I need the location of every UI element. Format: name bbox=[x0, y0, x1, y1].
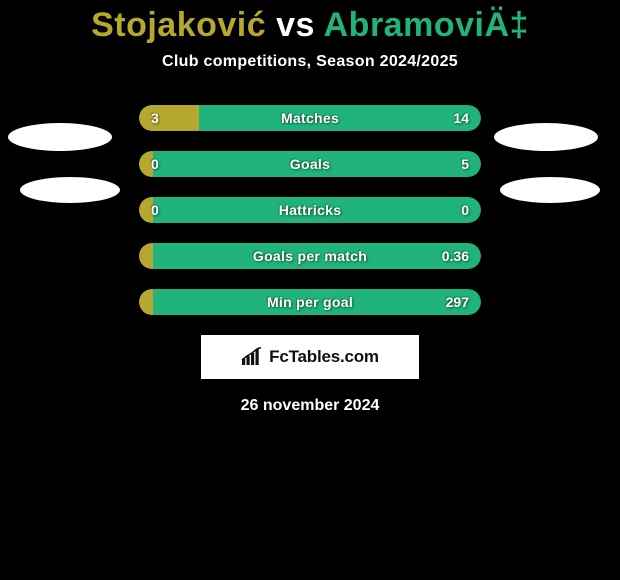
bar-label: Min per goal bbox=[139, 289, 481, 315]
stat-bar: Min per goal297 bbox=[139, 289, 481, 315]
bar-label: Matches bbox=[139, 105, 481, 131]
side-ellipse bbox=[8, 123, 112, 151]
brand-box: FcTables.com bbox=[201, 335, 419, 379]
title-player-a: Stojaković bbox=[91, 6, 266, 44]
title-player-b: AbramoviÄ‡ bbox=[324, 6, 529, 44]
brand-text: FcTables.com bbox=[269, 347, 379, 367]
bar-right-value: 297 bbox=[446, 289, 469, 315]
bar-right-value: 0.36 bbox=[442, 243, 469, 269]
subtitle: Club competitions, Season 2024/2025 bbox=[0, 53, 620, 71]
bar-label: Goals bbox=[139, 151, 481, 177]
comparison-card: Stojaković vs AbramoviÄ‡ Club competitio… bbox=[0, 0, 620, 580]
stat-bar: 0Hattricks0 bbox=[139, 197, 481, 223]
bar-label: Hattricks bbox=[139, 197, 481, 223]
bar-label: Goals per match bbox=[139, 243, 481, 269]
barchart-icon bbox=[241, 347, 263, 367]
bar-right-value: 5 bbox=[461, 151, 469, 177]
title-vs: vs bbox=[266, 6, 323, 44]
stat-bar: Goals per match0.36 bbox=[139, 243, 481, 269]
stat-bar: 3Matches14 bbox=[139, 105, 481, 131]
stat-bar: 0Goals5 bbox=[139, 151, 481, 177]
side-ellipse bbox=[500, 177, 600, 203]
date-text: 26 november 2024 bbox=[0, 397, 620, 415]
side-ellipse bbox=[494, 123, 598, 151]
side-ellipse bbox=[20, 177, 120, 203]
bar-right-value: 0 bbox=[461, 197, 469, 223]
page-title: Stojaković vs AbramoviÄ‡ bbox=[0, 0, 620, 45]
bar-right-value: 14 bbox=[453, 105, 469, 131]
